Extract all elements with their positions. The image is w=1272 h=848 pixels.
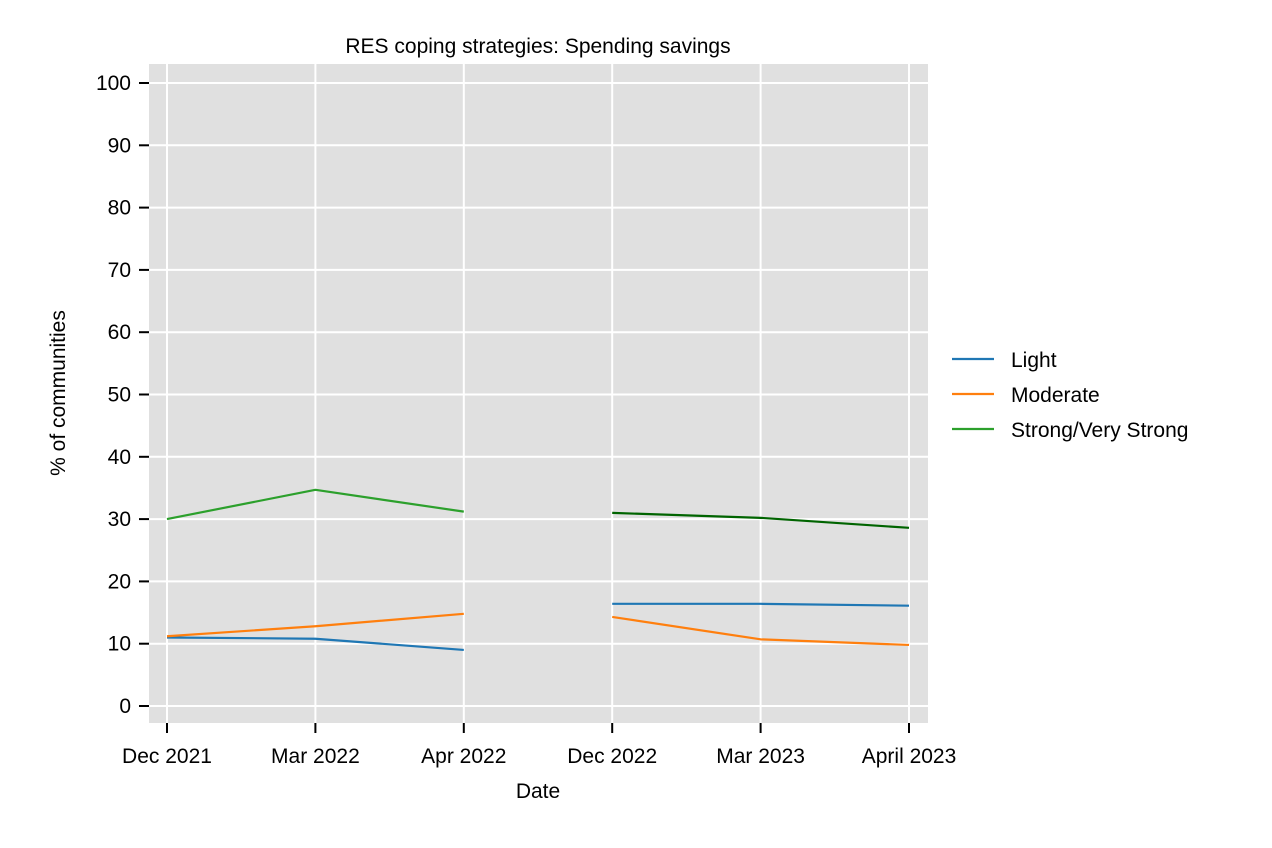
series-lines (166, 488, 910, 652)
x-tick-label: April 2023 (862, 745, 957, 768)
grid-lines (149, 64, 928, 723)
series-line-strong-very-strong (166, 488, 464, 521)
y-tick-label: 50 (108, 384, 131, 407)
series-line-light (166, 636, 464, 652)
x-tick-label: Apr 2022 (421, 745, 506, 768)
chart-title: RES coping strategies: Spending savings (345, 35, 730, 58)
x-tick-label: Dec 2021 (122, 745, 212, 768)
x-tick-label: Mar 2023 (716, 745, 805, 768)
y-tick-label: 40 (108, 446, 131, 469)
y-tick-label: 10 (108, 633, 131, 656)
series-line-strong-very-strong (612, 511, 910, 529)
series-line-moderate (166, 612, 464, 638)
legend: Light Moderate Strong/Very Strong (952, 349, 1188, 442)
legend-label-moderate: Moderate (1011, 384, 1100, 407)
y-tick-label: 100 (96, 72, 131, 95)
y-axis-label: % of communities (47, 310, 70, 476)
y-tick-label: 60 (108, 321, 131, 344)
y-tick-label: 80 (108, 197, 131, 220)
legend-label-strong-very-strong: Strong/Very Strong (1011, 419, 1188, 442)
y-tick-label: 20 (108, 570, 131, 593)
y-tick-label: 30 (108, 508, 131, 531)
y-tick-label: 0 (119, 695, 131, 718)
series-line-light (612, 602, 910, 607)
y-axis: 0 10 20 30 40 50 60 70 80 90 100 (96, 72, 149, 718)
x-tick-label: Dec 2022 (567, 745, 657, 768)
y-tick-label: 70 (108, 259, 131, 282)
y-tick-label: 90 (108, 134, 131, 157)
series-line-moderate (612, 615, 910, 647)
x-axis-label: Date (516, 780, 560, 803)
x-axis: Dec 2021 Mar 2022 Apr 2022 Dec 2022 Mar 2023… (122, 723, 956, 768)
x-tick-label: Mar 2022 (271, 745, 360, 768)
legend-label-light: Light (1011, 349, 1057, 372)
